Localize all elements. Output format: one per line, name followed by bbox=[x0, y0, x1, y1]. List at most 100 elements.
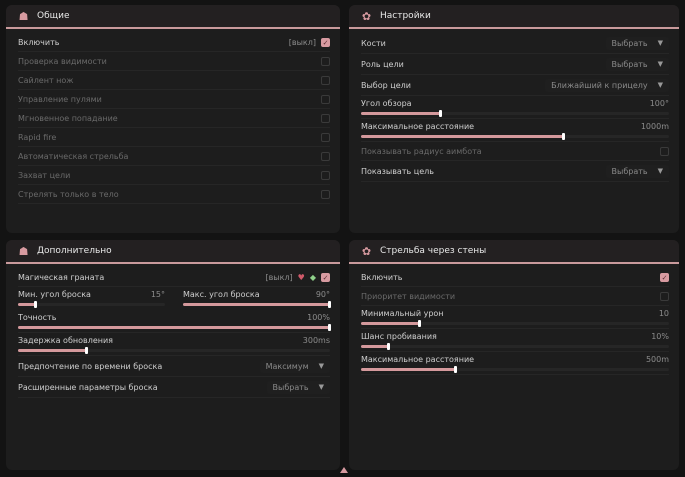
checkbox-row[interactable]: Управление пулями bbox=[18, 90, 330, 109]
row-label: Проверка видимости bbox=[18, 56, 107, 66]
chevron-down-icon: ▼ bbox=[657, 167, 663, 175]
panel-title: Общие bbox=[37, 11, 70, 21]
slider-label: Мин. угол броска bbox=[18, 290, 91, 299]
checkbox[interactable] bbox=[660, 291, 669, 301]
slider-handle[interactable] bbox=[84, 347, 88, 354]
slider-handle[interactable] bbox=[328, 324, 331, 331]
row-label: Включить bbox=[18, 37, 60, 47]
checkbox[interactable] bbox=[660, 146, 669, 156]
slider-value: 500m bbox=[645, 355, 669, 364]
dropdown[interactable]: Выбрать ▼ bbox=[605, 36, 669, 50]
panel-body: Кости Выбрать ▼ Роль цели Выбрать ▼ Выбор цели… bbox=[349, 29, 679, 182]
row-label: Магическая граната bbox=[18, 272, 105, 282]
row-label: Выбор цели bbox=[361, 80, 411, 90]
slider-value: 300ms bbox=[302, 336, 330, 345]
select-row: Расширенные параметры броска Выбрать ▼ bbox=[18, 377, 330, 398]
chevron-down-icon: ▼ bbox=[657, 60, 663, 68]
checkbox-row[interactable]: Магическая граната [выкл] ♥ ◆ ✓ bbox=[18, 268, 330, 287]
checkbox[interactable]: ✓ bbox=[660, 272, 669, 282]
row-label: Расширенные параметры броска bbox=[18, 382, 158, 392]
checkbox-row[interactable]: Rapid fire bbox=[18, 128, 330, 147]
row-label: Автоматическая стрельба bbox=[18, 151, 129, 161]
slider-handle[interactable] bbox=[417, 320, 421, 327]
select-row: Предпочтение по времени броска Максимум ▼ bbox=[18, 356, 330, 377]
slider-track[interactable] bbox=[18, 347, 330, 354]
checkbox-row[interactable]: Захват цели bbox=[18, 166, 330, 185]
checkbox-row[interactable]: Показывать радиус аимбота bbox=[361, 142, 669, 161]
slider-handle[interactable] bbox=[33, 301, 37, 308]
slider-header: Угол обзора 100° bbox=[361, 99, 669, 108]
slider-track[interactable] bbox=[361, 133, 669, 140]
slider-track[interactable] bbox=[361, 366, 669, 373]
slider-value: 100° bbox=[649, 99, 669, 108]
slider-fill bbox=[18, 349, 87, 352]
slider-row: Точность 100% bbox=[18, 310, 331, 333]
checkbox[interactable] bbox=[321, 189, 330, 199]
checkbox-row[interactable]: Автоматическая стрельба bbox=[18, 147, 330, 166]
slider-track[interactable] bbox=[361, 343, 669, 350]
slider-fill bbox=[183, 303, 330, 306]
slider-value: 10 bbox=[658, 309, 669, 318]
slider-handle[interactable] bbox=[439, 110, 443, 117]
slider-value: 100% bbox=[307, 313, 330, 322]
checkbox-row[interactable]: Включить [выкл] ✓ bbox=[18, 33, 330, 52]
row-label: Роль цели bbox=[361, 59, 404, 69]
slider-label: Точность bbox=[18, 313, 57, 322]
select-row: Роль цели Выбрать ▼ bbox=[361, 54, 669, 75]
slider-handle[interactable] bbox=[386, 343, 390, 350]
panel-title: Дополнительно bbox=[37, 246, 112, 256]
gear-icon: ✿ bbox=[361, 244, 372, 258]
checkbox[interactable] bbox=[321, 151, 330, 161]
panel-header: ✿ Стрельба через стены bbox=[349, 240, 679, 264]
checkbox[interactable] bbox=[321, 56, 330, 66]
checkbox[interactable]: ✓ bbox=[321, 272, 330, 282]
panel-body: Магическая граната [выкл] ♥ ◆ ✓ Мин. угол бро… bbox=[6, 264, 340, 398]
checkbox-row[interactable]: Мгновенное попадание bbox=[18, 109, 330, 128]
slider-handle[interactable] bbox=[328, 301, 331, 308]
checkbox[interactable]: ✓ bbox=[321, 37, 330, 47]
slider-fill bbox=[361, 322, 420, 325]
slider-row: Мин. угол броска 15° bbox=[18, 287, 165, 310]
checkbox[interactable] bbox=[321, 113, 330, 123]
slider-fill bbox=[18, 303, 36, 306]
checkbox-row[interactable]: Приоритет видимости bbox=[361, 287, 669, 306]
dropdown[interactable]: Ближайший к прицелу ▼ bbox=[545, 78, 669, 92]
slider-label: Макс. угол броска bbox=[183, 290, 260, 299]
dropdown[interactable]: Выбрать ▼ bbox=[266, 380, 330, 394]
checkbox-row[interactable]: Сайлент нож bbox=[18, 71, 330, 90]
checkbox[interactable] bbox=[321, 94, 330, 104]
slider-header: Минимальный урон 10 bbox=[361, 309, 669, 318]
dropdown[interactable]: Выбрать ▼ bbox=[605, 57, 669, 71]
checkbox-row[interactable]: Включить ✓ bbox=[361, 268, 669, 287]
select-row: Кости Выбрать ▼ bbox=[361, 33, 669, 54]
gem-icon[interactable]: ◆ bbox=[309, 272, 316, 282]
slider-header: Мин. угол броска 15° bbox=[18, 290, 165, 299]
panel-title: Стрельба через стены bbox=[380, 246, 487, 256]
resize-handle[interactable] bbox=[340, 467, 348, 473]
keybind-button[interactable]: [выкл] bbox=[265, 272, 293, 282]
slider-label: Максимальное расстояние bbox=[361, 122, 475, 131]
slider-track[interactable] bbox=[18, 324, 331, 331]
checkbox[interactable] bbox=[321, 132, 330, 142]
slider-fill bbox=[361, 345, 389, 348]
slider-track[interactable] bbox=[183, 301, 331, 308]
row-controls bbox=[321, 189, 330, 199]
dropdown[interactable]: Выбрать ▼ bbox=[605, 164, 669, 178]
heart-icon[interactable]: ♥ bbox=[297, 272, 305, 282]
dropdown[interactable]: Максимум ▼ bbox=[259, 359, 330, 373]
slider-track[interactable] bbox=[361, 320, 669, 327]
checkbox-row[interactable]: Стрелять только в тело bbox=[18, 185, 330, 204]
slider-header: Задержка обновления 300ms bbox=[18, 336, 330, 345]
slider-handle[interactable] bbox=[562, 133, 566, 140]
checkbox[interactable] bbox=[321, 170, 330, 180]
panel-additional: ☗ Дополнительно Магическая граната [выкл] ♥ ◆… bbox=[6, 240, 340, 470]
keybind-button[interactable]: [выкл] bbox=[288, 37, 316, 47]
checkbox[interactable] bbox=[321, 75, 330, 85]
checkbox-row[interactable]: Проверка видимости bbox=[18, 52, 330, 71]
slider-header: Максимальное расстояние 500m bbox=[361, 355, 669, 364]
slider-track[interactable] bbox=[18, 301, 165, 308]
slider-handle[interactable] bbox=[454, 366, 458, 373]
row-controls bbox=[321, 56, 330, 66]
slider-track[interactable] bbox=[361, 110, 669, 117]
slider-row: Шанс пробивания 10% bbox=[361, 329, 669, 352]
